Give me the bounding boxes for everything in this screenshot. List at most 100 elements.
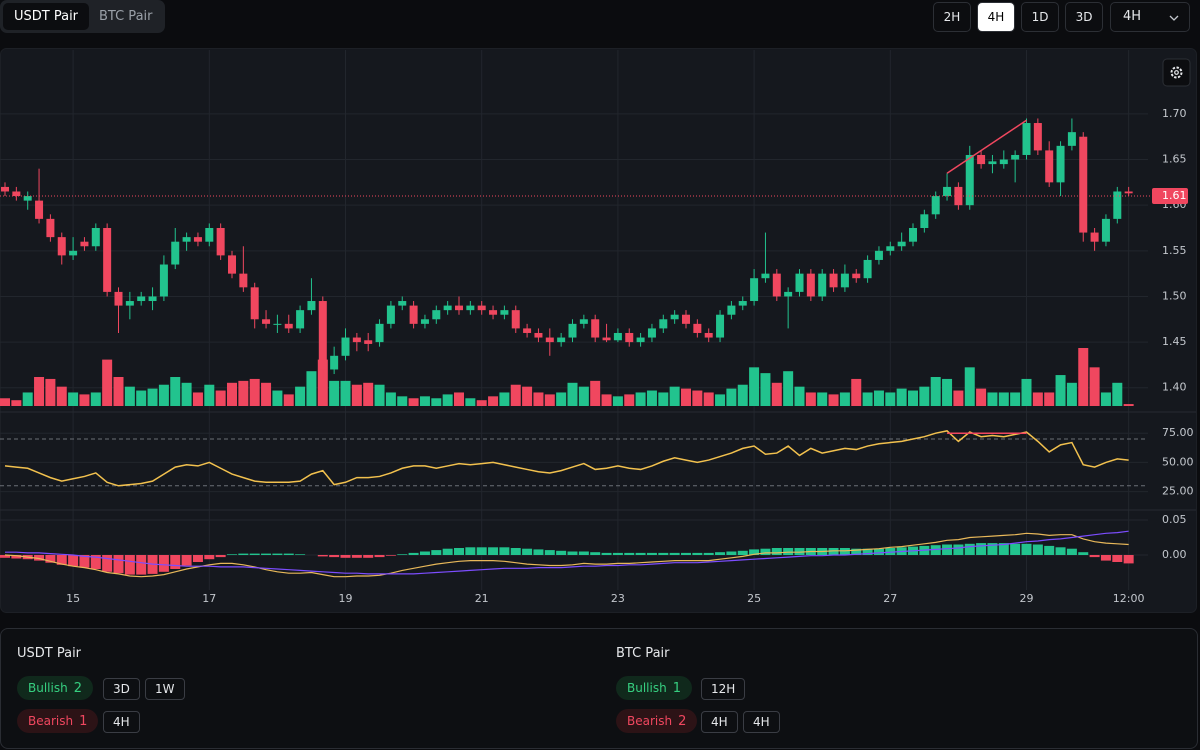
macd-bar [227,554,237,555]
macd-bar [329,555,340,558]
tab[interactable]: BTC Pair [99,9,153,24]
macd-line [5,530,1129,575]
pill-label: Bullish [28,681,68,695]
macd-bar [238,553,249,555]
volume-bar [419,396,430,406]
candle-body [409,305,418,324]
macd-bar [828,548,839,555]
settings-button[interactable] [1162,58,1191,87]
candle-body [193,237,202,242]
candle-body [557,337,566,343]
timeframe-button[interactable]: 4H [977,2,1015,32]
candle-body [103,228,112,292]
macd-bar [454,548,464,555]
candle-body [852,273,861,279]
macd-bar [522,548,533,555]
volume-bar [544,394,555,406]
macd-bar [1044,545,1055,555]
volume-bar [1078,348,1089,406]
macd-bar [283,553,294,555]
volume-bar [238,380,249,406]
macd-bar [158,555,169,572]
candle-body [511,310,520,329]
timeframe-button[interactable]: 2H [933,2,971,32]
candle-body [909,228,917,242]
macd-bar [397,554,408,555]
macd-bar [942,544,953,555]
divergence-line [946,119,1027,174]
candle-body [35,200,44,219]
candle-body [250,287,259,320]
macd-bar [556,550,567,555]
timeframe-dropdown[interactable]: 4H [1110,2,1190,32]
macd-bar [419,551,430,555]
tab[interactable]: USDT Pair [3,3,90,30]
y-tick-label: 1.70 [1162,107,1187,120]
volume-bar [34,377,45,406]
candle-body [1101,218,1110,242]
volume-bar [442,394,453,406]
bullish-pill: Bullish 1 [616,676,692,700]
volume-bar [261,382,272,406]
volume-bar [760,373,771,406]
candle-body [330,355,339,370]
volume-bar [658,392,669,406]
macd-bar [601,552,612,555]
macd-bar [215,555,226,558]
candle-body [523,328,532,333]
candle-body [931,196,940,215]
candle-body [988,161,997,165]
macd-bar [578,551,589,555]
macd-bar [953,544,964,555]
candle-body [874,250,883,260]
candle-body [23,196,32,201]
candle-body [216,228,225,256]
volume-bar [192,392,203,406]
macd-bar [544,550,555,555]
macd-bar [658,552,669,555]
macd-bar [363,555,374,558]
chart: 1.401.451.501.551.601.651.7025.0050.0075… [0,48,1197,613]
volume-bar [737,384,748,406]
volume-bar [0,398,10,406]
macd-bar [1123,555,1134,564]
macd-bar [1021,543,1032,555]
macd-bar [794,548,805,555]
volume-bar [1066,382,1077,406]
y-tick-label: 25.00 [1162,485,1194,498]
pill-label: Bearish [627,714,673,728]
candle-body [818,273,827,297]
volume-bar [908,390,918,406]
candle-body [636,337,645,343]
macd-bar [102,555,113,572]
volume-bar [204,384,215,406]
volume-bar [488,396,499,406]
macd-bar [703,552,714,555]
macd-bar [646,552,657,555]
timeframe-button[interactable]: 3D [1065,2,1103,32]
candle-body [375,323,384,343]
timeframe-button[interactable]: 1D [1021,2,1059,32]
macd-bar [317,555,328,557]
y-tick-label: 1.50 [1162,289,1187,302]
pill-count: 1 [79,714,88,729]
macd-bar [1032,544,1043,555]
macd-bar [771,548,782,555]
macd-bar [976,543,987,555]
x-tick-label: 27 [883,592,897,605]
candle-body [273,323,282,325]
volume-bar [397,396,408,406]
volume-bar [624,394,635,406]
volume-bar [215,390,226,406]
macd-bar [79,555,90,568]
x-tick-label: 19 [339,592,353,605]
macd-bar [11,555,22,559]
volume-bar [476,400,487,406]
candle-body [46,218,55,238]
candle-body [999,159,1008,165]
volume-bar [408,398,419,406]
candle-body [954,186,963,206]
candle-body [568,323,577,338]
volume-bar [56,386,67,406]
volume-bar [340,380,351,406]
